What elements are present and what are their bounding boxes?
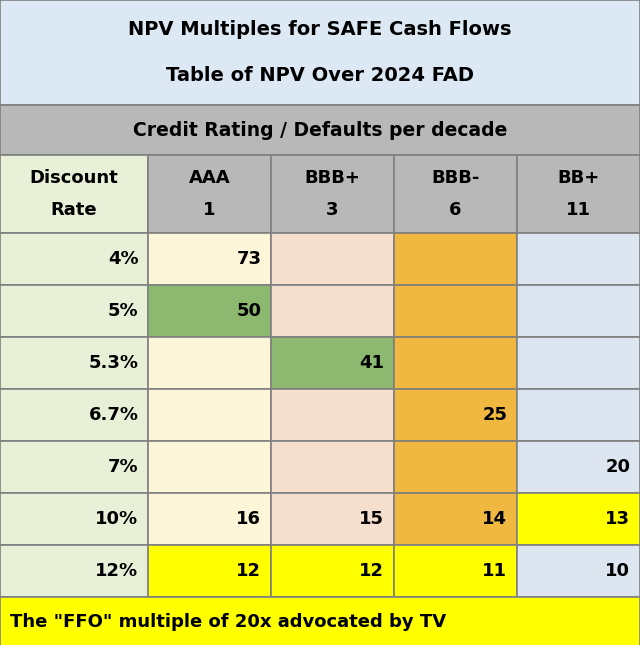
Text: 7%: 7%	[108, 458, 138, 476]
Bar	[517, 285, 640, 337]
Text: BBB-: BBB-	[431, 170, 480, 188]
Bar	[0, 155, 148, 233]
Text: 41: 41	[360, 354, 385, 372]
Text: 12: 12	[360, 562, 385, 580]
Bar	[148, 493, 271, 545]
Text: 6: 6	[449, 201, 461, 219]
Bar	[271, 441, 394, 493]
Text: Discount: Discount	[29, 170, 118, 188]
Text: 1: 1	[204, 201, 216, 219]
Bar	[517, 493, 640, 545]
Bar	[271, 285, 394, 337]
Bar	[517, 233, 640, 285]
Bar	[0, 597, 640, 645]
Text: The "FFO" multiple of 20x advocated by TV: The "FFO" multiple of 20x advocated by T…	[10, 613, 445, 631]
Text: 12: 12	[236, 562, 261, 580]
Bar	[148, 285, 271, 337]
Bar	[394, 389, 517, 441]
Bar	[148, 233, 271, 285]
Text: NPV Multiples for SAFE Cash Flows: NPV Multiples for SAFE Cash Flows	[128, 20, 512, 39]
Bar	[394, 155, 517, 233]
Bar	[394, 285, 517, 337]
Bar	[0, 493, 148, 545]
Bar	[271, 493, 394, 545]
Bar	[394, 493, 517, 545]
Bar	[0, 545, 148, 597]
Text: 25: 25	[483, 406, 508, 424]
Bar	[394, 441, 517, 493]
Text: 20: 20	[605, 458, 630, 476]
Bar	[271, 233, 394, 285]
Text: 6.7%: 6.7%	[88, 406, 138, 424]
Bar	[0, 389, 148, 441]
Bar	[271, 155, 394, 233]
Text: 3: 3	[326, 201, 339, 219]
Text: 10: 10	[605, 562, 630, 580]
Text: 16: 16	[236, 510, 261, 528]
Text: 11: 11	[566, 201, 591, 219]
Text: 4%: 4%	[108, 250, 138, 268]
Text: Rate: Rate	[51, 201, 97, 219]
Bar	[271, 545, 394, 597]
Bar	[271, 389, 394, 441]
Text: Credit Rating / Defaults per decade: Credit Rating / Defaults per decade	[133, 121, 507, 139]
Text: BBB+: BBB+	[305, 170, 360, 188]
Bar	[517, 441, 640, 493]
Bar	[517, 545, 640, 597]
Bar	[0, 233, 148, 285]
Bar	[517, 389, 640, 441]
Bar	[0, 105, 640, 155]
Text: 50: 50	[236, 302, 261, 320]
Text: BB+: BB+	[557, 170, 600, 188]
Text: 15: 15	[360, 510, 385, 528]
Bar	[0, 285, 148, 337]
Text: AAA: AAA	[189, 170, 230, 188]
Text: 10%: 10%	[95, 510, 138, 528]
Bar	[517, 155, 640, 233]
Bar	[517, 337, 640, 389]
Text: 11: 11	[483, 562, 508, 580]
Bar	[394, 337, 517, 389]
Text: 5.3%: 5.3%	[88, 354, 138, 372]
Bar	[271, 337, 394, 389]
Text: 12%: 12%	[95, 562, 138, 580]
Text: 73: 73	[236, 250, 261, 268]
Bar	[394, 545, 517, 597]
Bar	[148, 155, 271, 233]
Bar	[148, 337, 271, 389]
Bar	[0, 337, 148, 389]
Bar	[148, 441, 271, 493]
Text: 13: 13	[605, 510, 630, 528]
Bar	[0, 441, 148, 493]
Text: 5%: 5%	[108, 302, 138, 320]
Text: Table of NPV Over 2024 FAD: Table of NPV Over 2024 FAD	[166, 66, 474, 85]
Bar	[148, 545, 271, 597]
Bar	[148, 389, 271, 441]
Text: 14: 14	[483, 510, 508, 528]
Bar	[0, 0, 640, 105]
Bar	[394, 233, 517, 285]
